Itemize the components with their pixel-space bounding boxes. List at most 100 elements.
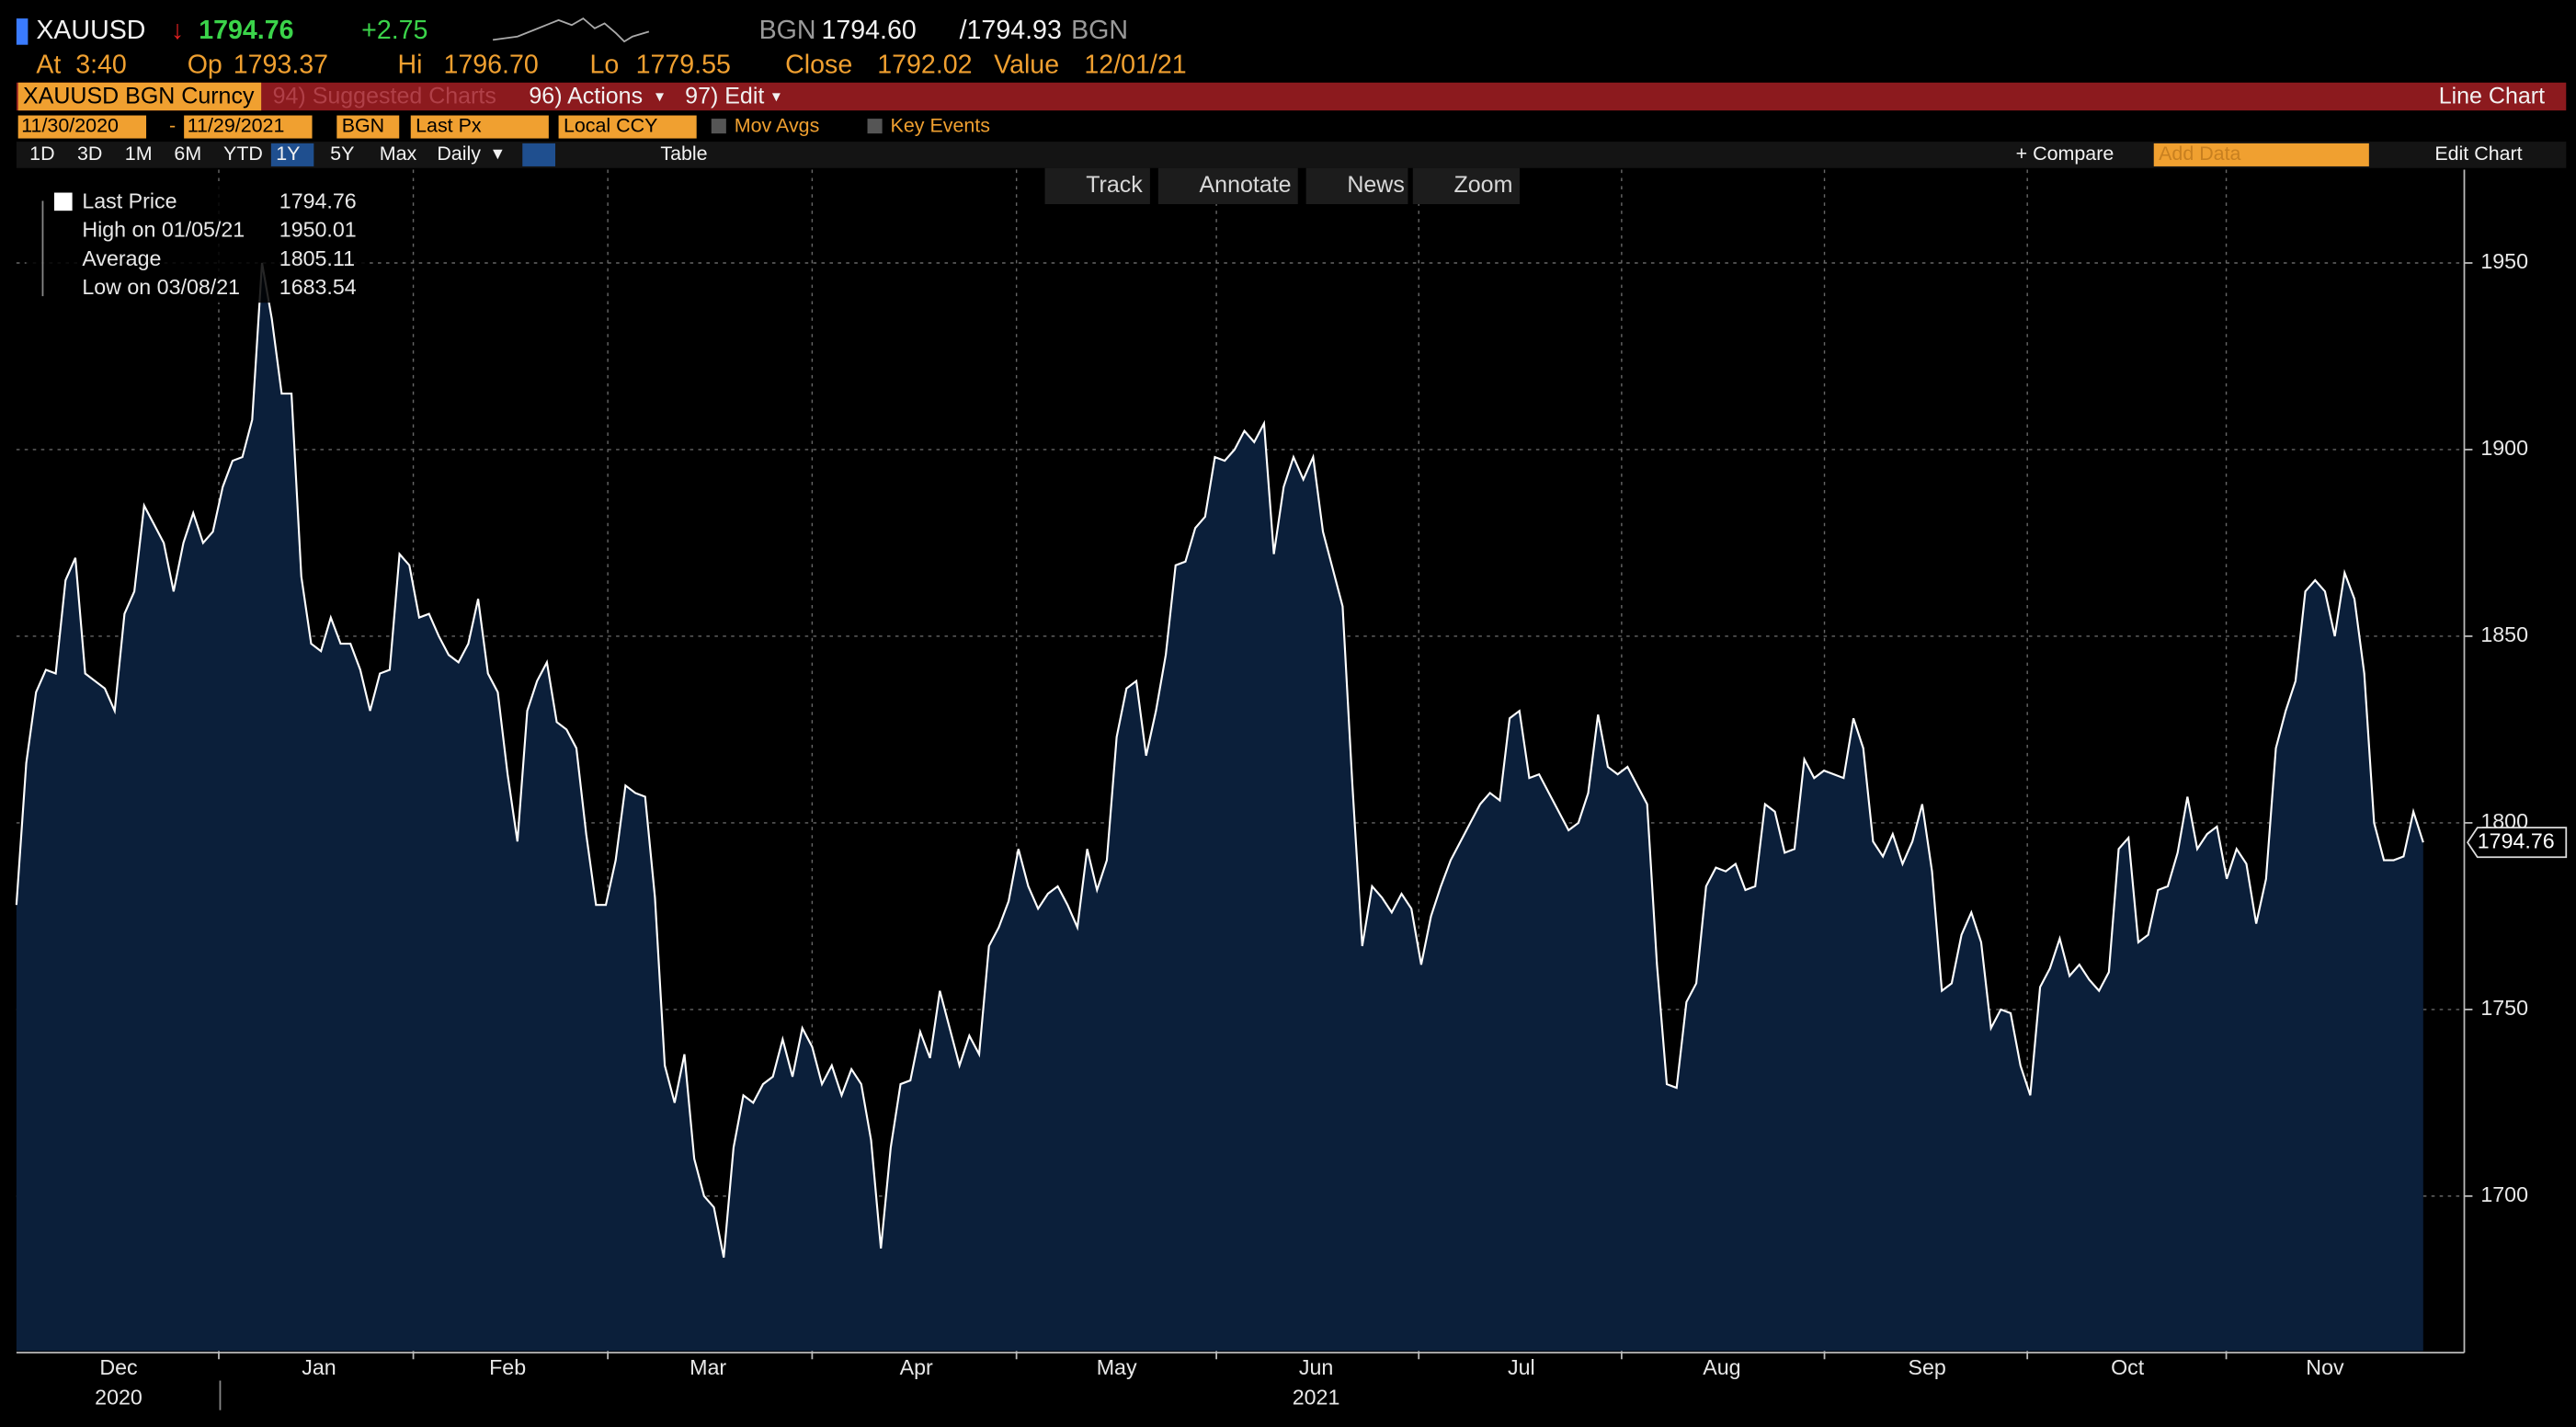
last-price: 1794.76 xyxy=(199,16,293,45)
ticker-marker xyxy=(16,18,28,45)
y-tick-label: 1900 xyxy=(2480,436,2528,460)
price-line xyxy=(15,262,2424,1258)
end-date[interactable]: 11/29/2021 xyxy=(188,115,285,137)
year-label: 2020 xyxy=(95,1385,142,1409)
high-label: Hi xyxy=(397,50,422,79)
low-label: Lo xyxy=(590,50,620,79)
frequency[interactable]: Daily xyxy=(437,143,481,165)
period-button[interactable]: 1M xyxy=(125,143,153,165)
close: 1792.02 xyxy=(877,50,972,79)
last-price-tag-label: 1794.76 xyxy=(2478,828,2555,852)
period-button[interactable]: 1D xyxy=(29,143,54,165)
mov-avgs[interactable]: Mov Avgs xyxy=(735,115,820,137)
security-box[interactable] xyxy=(17,82,262,111)
security[interactable]: XAUUSD BGN Curncy xyxy=(23,83,255,108)
tool-label[interactable]: News xyxy=(1347,172,1405,198)
actions-menu[interactable]: 96) Actions xyxy=(529,83,643,108)
currency[interactable]: Local CCY xyxy=(564,115,657,137)
compare-button[interactable]: + Compare xyxy=(2016,143,2114,165)
open: 1793.37 xyxy=(234,50,328,79)
legend-value: 1794.76 xyxy=(279,188,357,212)
tool-button[interactable] xyxy=(1044,167,1150,205)
source[interactable]: BGN xyxy=(342,115,384,137)
close-label: Close xyxy=(785,50,852,79)
add-data[interactable]: Add Data xyxy=(2159,143,2240,165)
menu-bar xyxy=(16,82,2567,111)
x-tick-label: Dec xyxy=(99,1355,137,1379)
down-arrow: ↓ xyxy=(171,16,184,45)
x-tick-label: Feb xyxy=(489,1355,526,1379)
period-button[interactable]: 5Y xyxy=(330,143,354,165)
tool-button[interactable] xyxy=(1412,167,1520,205)
tool-button[interactable] xyxy=(1305,167,1408,205)
line-type-button[interactable] xyxy=(522,143,556,166)
high: 1796.70 xyxy=(443,50,538,79)
add-data-box[interactable] xyxy=(2153,143,2369,166)
edit-chart[interactable]: Edit Chart xyxy=(2434,143,2522,165)
period-button[interactable]: Max xyxy=(380,143,417,165)
tool-label[interactable]: Track xyxy=(1086,172,1143,198)
tool-button[interactable] xyxy=(1157,167,1298,205)
field[interactable]: Last Px xyxy=(416,115,482,137)
x-tick-label: Jun xyxy=(1299,1355,1333,1379)
tool-label[interactable]: Zoom xyxy=(1453,172,1512,198)
at-time: 3:40 xyxy=(75,50,127,79)
x-tick-label: Jan xyxy=(302,1355,336,1379)
table-button[interactable]: Table xyxy=(660,143,707,165)
legend-box xyxy=(26,184,369,303)
y-tick-label: 1750 xyxy=(2480,996,2528,1020)
ask-source: BGN xyxy=(1071,16,1128,45)
legend-value: 1683.54 xyxy=(279,275,357,299)
date-dash: - xyxy=(169,115,176,137)
start-date[interactable]: 11/30/2020 xyxy=(21,115,119,137)
tool-label[interactable]: Annotate xyxy=(1200,172,1292,198)
legend-label: Average xyxy=(82,246,161,270)
suggested-charts[interactable]: 94) Suggested Charts xyxy=(273,83,496,108)
source-field[interactable] xyxy=(336,115,400,139)
legend-label: Last Price xyxy=(82,188,177,212)
ticker: XAUUSD xyxy=(36,16,145,45)
start-field[interactable] xyxy=(17,115,147,139)
change: +2.75 xyxy=(361,16,427,45)
y-tick-label: 1850 xyxy=(2480,622,2528,646)
key-events[interactable]: Key Events xyxy=(891,115,990,137)
sparkline xyxy=(492,17,650,43)
currency-box[interactable] xyxy=(558,115,697,139)
period-button[interactable]: YTD xyxy=(223,143,263,165)
x-tick-label: Apr xyxy=(900,1355,933,1379)
x-tick-label: Oct xyxy=(2111,1355,2145,1379)
legend-value: 1805.11 xyxy=(279,246,355,270)
x-tick-label: Mar xyxy=(690,1355,726,1379)
edit-menu[interactable]: 97) Edit xyxy=(685,83,764,108)
frequency-caret: ▼ xyxy=(490,144,507,163)
legend-swatch xyxy=(53,192,73,211)
key-events-checkbox[interactable] xyxy=(867,119,883,134)
bid: 1794.60 xyxy=(821,16,916,45)
x-tick-label: Sep xyxy=(1909,1355,1946,1379)
price-area xyxy=(16,262,2423,1352)
chart-kind: Line Chart xyxy=(2439,83,2545,108)
field-box[interactable] xyxy=(410,115,549,139)
low: 1779.55 xyxy=(636,50,731,79)
last-price-tag xyxy=(2466,827,2568,859)
value-label: Value xyxy=(994,50,1059,79)
ask: /1794.93 xyxy=(960,16,1062,45)
toolbar xyxy=(16,142,2567,168)
period-button[interactable]: 1Y xyxy=(276,143,300,165)
period-button[interactable]: 6M xyxy=(174,143,201,165)
end-field[interactable] xyxy=(184,115,313,139)
legend-label: Low on 03/08/21 xyxy=(82,275,240,299)
period-button[interactable]: 3D xyxy=(77,143,102,165)
y-tick-label: 1950 xyxy=(2480,249,2528,273)
legend-label: High on 01/05/21 xyxy=(82,218,245,242)
actions-caret: ▾ xyxy=(655,87,664,106)
x-tick-label: May xyxy=(1097,1355,1137,1379)
x-tick-label: Aug xyxy=(1703,1355,1740,1379)
open-label: Op xyxy=(188,50,222,79)
x-tick-label: Nov xyxy=(2306,1355,2344,1379)
at-label: At xyxy=(36,50,61,79)
mov-avgs-checkbox[interactable] xyxy=(711,119,726,134)
legend-value: 1950.01 xyxy=(279,218,357,242)
